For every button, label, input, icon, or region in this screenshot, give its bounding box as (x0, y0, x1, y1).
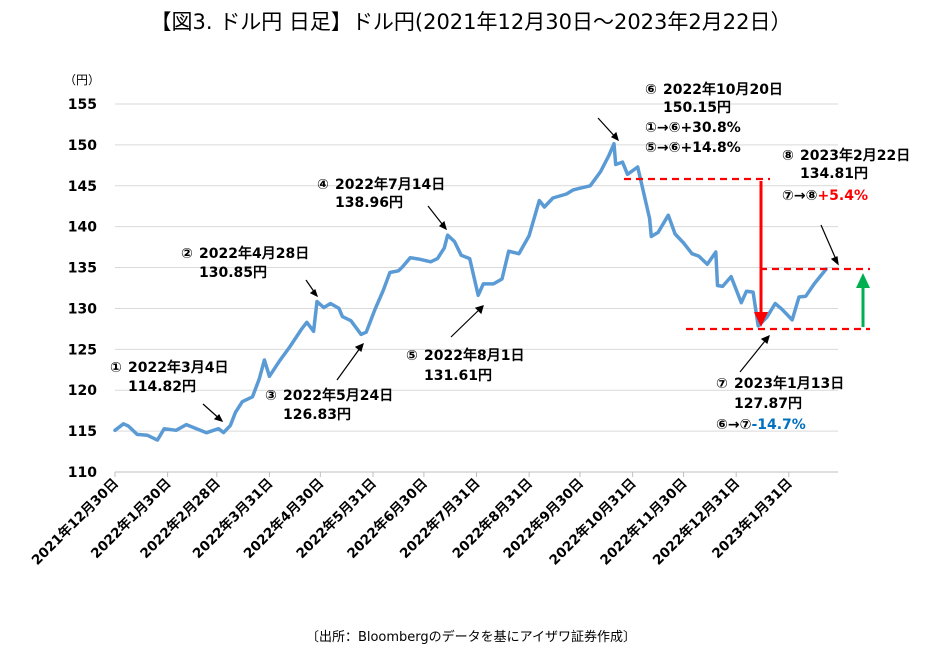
annotation-7-value: 127.87円 (734, 396, 802, 412)
usdjpy-series-line (113, 141, 828, 442)
annotation-1-marker: ① (110, 360, 122, 376)
y-tick-label: 145 (68, 179, 97, 195)
annotation-7-date: 2023年1月13日 (734, 375, 844, 392)
annotation-4-date: 2022年7月14日 (335, 176, 445, 193)
annotation-8-marker: ⑧ (782, 148, 794, 164)
annotation-4-marker: ④ (317, 177, 329, 193)
y-tick-label: 110 (68, 465, 97, 481)
annotation-8-change: ⑦→⑧+5.4% (782, 188, 868, 204)
annotation-8-date: 2023年2月22日 (800, 147, 910, 164)
annotation-5-date: 2022年8月1日 (424, 347, 524, 364)
x-tick-label: 2022年11月30日 (597, 475, 691, 569)
annotation-6-change-1: ①→⑥+30.8% (645, 120, 741, 136)
annotation-2-value: 130.85円 (199, 265, 267, 281)
annotation-6-value: 150.15円 (663, 100, 731, 116)
annotation-3-value: 126.83円 (283, 407, 351, 423)
x-tick-label: 2022年10月31日 (546, 475, 640, 569)
y-tick-label: 130 (68, 301, 97, 317)
annotation-3-marker: ③ (265, 388, 277, 404)
annotation-pointers (202, 117, 839, 422)
annotation-6-date: 2022年10月20日 (663, 81, 783, 98)
annotation-2-date: 2022年4月28日 (199, 245, 309, 262)
chart-title: 【図3. ドル円 日足】ドル円(2021年12月30日～2023年2月22日） (150, 10, 792, 34)
x-tick-labels: 2021年12月30日2022年1月30日2022年2月28日2022年3月31… (28, 472, 796, 569)
annotation-7-change: ⑥→⑦-14.7% (716, 417, 806, 433)
y-tick-label: 155 (68, 97, 97, 113)
annotation-6-marker: ⑥ (645, 82, 657, 98)
source-note: 〔出所：Bloombergのデータを基にアイザワ証券作成〕 (305, 630, 637, 645)
y-tick-labels: 110 115 120 125 130 135 140 145 150 155 (68, 97, 97, 481)
annotation-8-value: 134.81円 (800, 166, 868, 182)
y-tick-label: 120 (68, 383, 97, 399)
y-tick-label: 125 (68, 342, 97, 358)
y-tick-label: 140 (68, 220, 97, 236)
x-tick-label: 2022年12月31日 (649, 475, 743, 569)
annotation-6-change-2: ⑤→⑥+14.8% (645, 140, 741, 156)
annotation-4-value: 138.96円 (335, 195, 403, 211)
up-arrow (856, 273, 870, 327)
annotation-3-date: 2022年5月24日 (283, 387, 393, 404)
annotation-5-value: 131.61円 (424, 368, 492, 384)
y-tick-label: 115 (68, 424, 97, 440)
annotation-7-marker: ⑦ (716, 376, 728, 392)
y-tick-label: 150 (68, 138, 97, 154)
annotation-5-marker: ⑤ (406, 348, 418, 364)
y-axis-unit-label: （円） (64, 73, 100, 87)
annotation-2-marker: ② (181, 246, 193, 262)
annotation-1-value: 114.82円 (128, 379, 196, 395)
x-tick-label: 2021年12月30日 (28, 475, 122, 569)
grid-lines (115, 103, 838, 473)
annotation-1-date: 2022年3月4日 (128, 359, 228, 376)
down-arrow (754, 181, 768, 327)
y-tick-label: 135 (68, 261, 97, 277)
